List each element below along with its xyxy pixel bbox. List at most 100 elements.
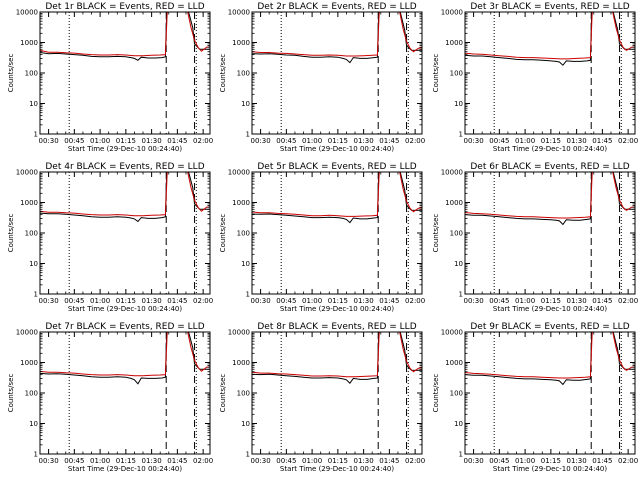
x-tick-label: 01:00 (515, 297, 535, 305)
x-tick-label: 01:45 (592, 297, 612, 305)
y-axis-label: Counts/sec (7, 214, 15, 253)
x-tick-label: 02:00 (193, 297, 213, 305)
series-line-lld (465, 332, 635, 379)
y-tick-label: 10000 (441, 9, 463, 17)
y-tick-label: 10 (29, 100, 38, 108)
y-axis-label: Counts/sec (432, 374, 440, 413)
chart-title: Det 3r BLACK = Events, RED = LLD (470, 2, 629, 12)
y-tick-label: 100 (25, 70, 38, 78)
series-line-lld (252, 12, 422, 57)
series-line-events (465, 332, 635, 386)
x-tick-label: 01:15 (541, 297, 561, 305)
x-axis-label: Start Time (29-Dec-10 00:24:40) (280, 465, 394, 473)
x-tick-label: 01:45 (379, 297, 399, 305)
y-tick-label: 100 (450, 70, 463, 78)
series-line-events (252, 172, 422, 224)
series-line-events (252, 12, 422, 64)
x-tick-label: 02:00 (405, 137, 425, 145)
chart-title: Det 7r BLACK = Events, RED = LLD (45, 322, 204, 332)
y-tick-label: 10 (29, 420, 38, 428)
x-tick-label: 00:30 (463, 137, 483, 145)
plot-frame (464, 331, 636, 455)
chart-title: Det 9r BLACK = Events, RED = LLD (470, 322, 629, 332)
plot-frame (464, 11, 636, 135)
y-tick-label: 1 (34, 451, 38, 459)
x-tick-label: 01:00 (90, 297, 110, 305)
y-tick-label: 10000 (16, 169, 38, 177)
chart-panel-3: Det 3r BLACK = Events, RED = LLD 1 10 100 10… (432, 2, 638, 153)
chart-title: Det 2r BLACK = Events, RED = LLD (257, 2, 416, 12)
x-tick-label: 01:30 (354, 297, 374, 305)
y-axis-label: Counts/sec (432, 54, 440, 93)
y-axis-label: Counts/sec (219, 374, 227, 413)
y-tick-label: 10000 (228, 9, 250, 17)
x-tick-label: 00:30 (38, 137, 58, 145)
y-tick-label: 1000 (232, 39, 250, 47)
x-axis-label: Start Time (29-Dec-10 00:24:40) (280, 145, 394, 153)
chart-title: Det 1r BLACK = Events, RED = LLD (45, 2, 204, 12)
y-tick-label: 100 (450, 230, 463, 238)
y-tick-label: 100 (237, 390, 250, 398)
x-tick-label: 00:30 (38, 457, 58, 465)
y-tick-label: 10 (454, 100, 463, 108)
x-tick-label: 01:45 (379, 457, 399, 465)
y-tick-label: 1 (246, 451, 250, 459)
y-tick-label: 10000 (16, 329, 38, 337)
y-tick-label: 100 (237, 70, 250, 78)
x-tick-label: 00:45 (276, 457, 296, 465)
y-tick-label: 1 (459, 451, 463, 459)
chart-title: Det 8r BLACK = Events, RED = LLD (257, 322, 416, 332)
chart-panel-6: Det 6r BLACK = Events, RED = LLD 1 10 100 10… (432, 162, 638, 313)
x-tick-label: 00:30 (463, 457, 483, 465)
series-line-lld (40, 172, 210, 217)
x-tick-label: 00:45 (489, 457, 509, 465)
y-tick-label: 10000 (441, 329, 463, 337)
series-line-lld (40, 12, 210, 57)
y-tick-label: 100 (450, 390, 463, 398)
x-tick-label: 00:45 (489, 297, 509, 305)
y-axis-label: Counts/sec (219, 214, 227, 253)
x-tick-label: 01:45 (379, 137, 399, 145)
x-tick-label: 01:00 (302, 137, 322, 145)
plot-frame (39, 331, 211, 455)
chart-panel-7: Det 7r BLACK = Events, RED = LLD 1 10 100 10… (7, 322, 213, 473)
x-tick-label: 01:00 (90, 137, 110, 145)
y-axis-label: Counts/sec (432, 214, 440, 253)
y-tick-label: 1000 (20, 199, 38, 207)
x-tick-label: 01:45 (592, 137, 612, 145)
y-tick-label: 100 (237, 230, 250, 238)
x-tick-label: 00:45 (276, 137, 296, 145)
y-tick-label: 100 (25, 230, 38, 238)
y-tick-label: 10 (241, 420, 250, 428)
chart-title: Det 6r BLACK = Events, RED = LLD (470, 162, 629, 172)
x-tick-label: 01:15 (541, 457, 561, 465)
y-axis-label: Counts/sec (7, 374, 15, 413)
y-tick-label: 10000 (441, 169, 463, 177)
x-tick-label: 01:45 (167, 457, 187, 465)
series-line-lld (252, 172, 422, 217)
x-tick-label: 01:15 (116, 297, 136, 305)
y-tick-label: 10 (454, 260, 463, 268)
y-tick-label: 10 (241, 260, 250, 268)
x-axis-label: Start Time (29-Dec-10 00:24:40) (493, 465, 607, 473)
x-tick-label: 02:00 (405, 457, 425, 465)
series-line-events (465, 12, 635, 66)
plot-frame (464, 171, 636, 295)
series-line-lld (465, 172, 635, 219)
y-tick-label: 1 (459, 131, 463, 139)
x-tick-label: 01:00 (515, 137, 535, 145)
x-tick-label: 00:45 (64, 457, 84, 465)
x-tick-label: 00:30 (250, 137, 270, 145)
series-line-events (40, 12, 210, 61)
x-tick-label: 00:45 (489, 137, 509, 145)
x-tick-label: 01:30 (567, 457, 587, 465)
x-tick-label: 01:45 (167, 137, 187, 145)
y-tick-label: 1000 (232, 359, 250, 367)
x-tick-label: 01:15 (328, 297, 348, 305)
x-tick-label: 01:00 (90, 457, 110, 465)
y-tick-label: 1000 (445, 39, 463, 47)
series-line-lld (465, 12, 635, 60)
x-axis-label: Start Time (29-Dec-10 00:24:40) (68, 305, 182, 313)
chart-panel-2: Det 2r BLACK = Events, RED = LLD 1 10 100 10… (219, 2, 425, 153)
